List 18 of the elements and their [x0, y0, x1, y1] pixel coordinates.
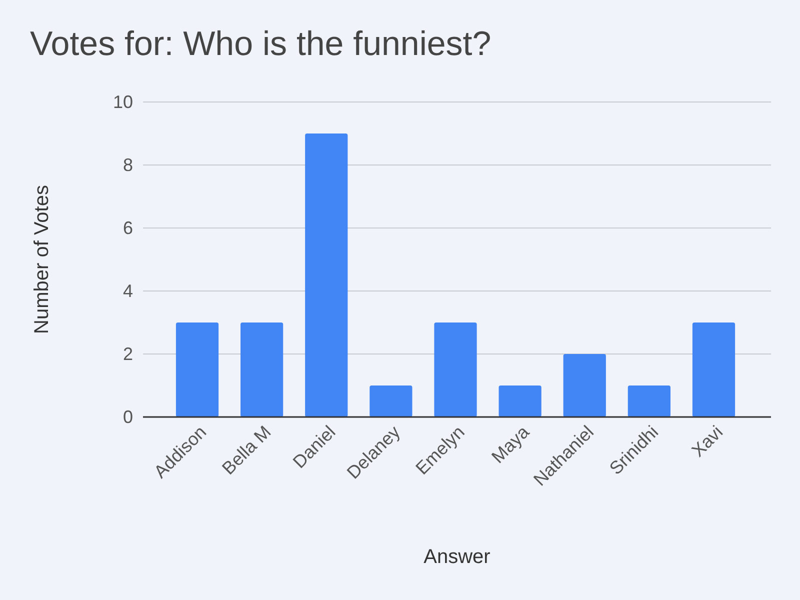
x-axis-title: Answer	[424, 546, 491, 568]
chart-title: Votes for: Who is the funniest?	[30, 25, 492, 63]
y-tick-label: 2	[122, 344, 133, 364]
bar	[240, 322, 284, 417]
y-tick-label: 10	[112, 92, 133, 112]
y-axis-title: Number of Votes	[31, 185, 53, 334]
bar	[628, 386, 670, 417]
bar	[434, 322, 477, 417]
y-tick-label: 8	[122, 154, 133, 175]
y-tick-label: 4	[122, 280, 133, 301]
bar	[498, 386, 542, 417]
bar	[692, 322, 736, 417]
y-tick-label: 6	[122, 218, 133, 238]
bar	[563, 354, 606, 417]
bar	[176, 322, 219, 417]
bar	[305, 134, 348, 417]
y-tick-label: 0	[122, 406, 133, 427]
bar	[370, 386, 412, 417]
